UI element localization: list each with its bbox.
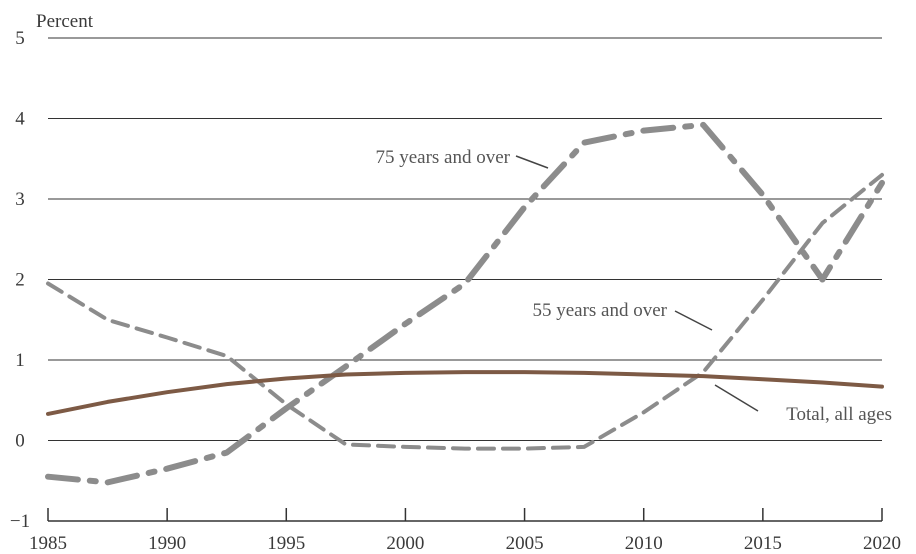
series-annotations: 75 years and over 55 years and over Total,… <box>375 147 892 425</box>
y-tick-label-2: 2 <box>15 270 25 291</box>
y-gridlines <box>48 37 882 441</box>
x-tick-labels: 1985 1990 1995 2000 2005 2010 2015 2020 <box>29 533 901 554</box>
series-label-total-all-ages: Total, all ages <box>786 404 892 425</box>
series-line-total-all-ages <box>46 370 884 416</box>
y-tick-labels: −1 0 1 2 3 4 5 <box>10 28 30 532</box>
y-tick-label-0: 0 <box>15 431 25 452</box>
leader-line-total-all-ages <box>714 384 759 412</box>
y-tick-label-5: 5 <box>15 28 25 49</box>
y-tick-label--1: −1 <box>10 511 30 532</box>
x-tick-label-2010: 2010 <box>625 533 663 554</box>
y-tick-label-1: 1 <box>15 350 25 371</box>
y-tick-label-3: 3 <box>15 189 25 210</box>
x-axis <box>47 508 883 522</box>
leader-line-55-years-and-over <box>674 310 713 331</box>
x-tick-label-2020: 2020 <box>863 533 901 554</box>
series-lines <box>45 121 885 486</box>
x-tick-label-2015: 2015 <box>744 533 782 554</box>
y-axis-unit-label: Percent <box>36 11 94 32</box>
series-label-55-years-and-over: 55 years and over <box>532 300 667 321</box>
y-tick-label-4: 4 <box>15 109 25 130</box>
series-line-55-years-and-over <box>46 172 884 451</box>
series-line-75-years-and-over <box>45 121 885 486</box>
x-tick-label-2005: 2005 <box>506 533 544 554</box>
x-tick-label-2000: 2000 <box>386 533 424 554</box>
x-tick-label-1990: 1990 <box>148 533 186 554</box>
x-tick-label-1995: 1995 <box>267 533 305 554</box>
leader-line-75-years-and-over <box>515 155 549 169</box>
series-label-75-years-and-over: 75 years and over <box>375 147 510 168</box>
x-tick-label-1985: 1985 <box>29 533 67 554</box>
